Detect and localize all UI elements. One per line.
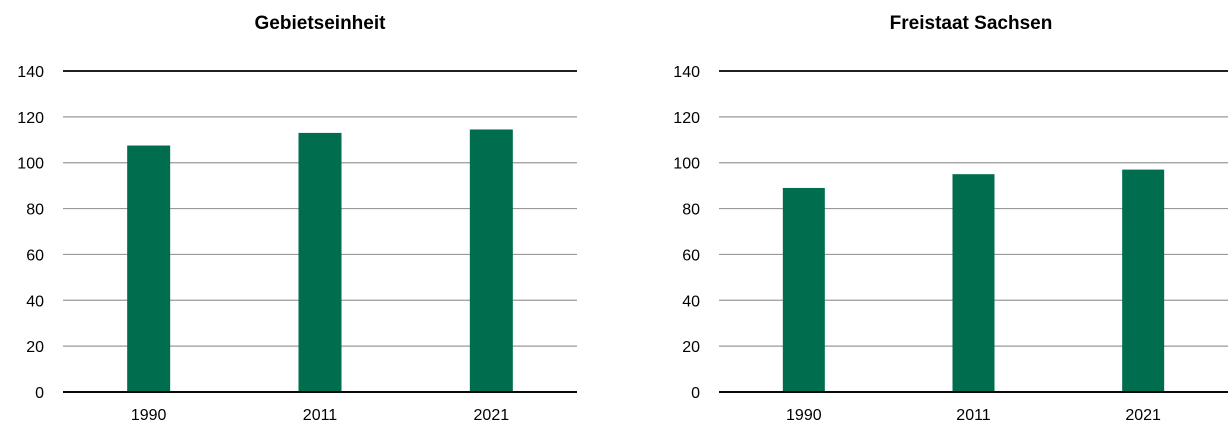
y-tick-label: 120 xyxy=(17,110,44,127)
bar-2011 xyxy=(298,132,342,392)
chart-right-plot: 0 20 40 60 80 100 120 140 1990 2011 2021 xyxy=(673,64,1228,424)
chart-title: Freistaat Sachsen xyxy=(889,13,1053,34)
chart-right: Freistaat Sachsen 0 20 40 60 80 100 120 140 1990… xyxy=(614,0,1228,426)
bar-2021 xyxy=(1122,169,1165,392)
chart-left: Gebietseinheit 0 20 40 60 80 100 120 140 1990 201… xyxy=(17,13,577,424)
x-tick-label: 2021 xyxy=(1125,407,1161,424)
bar-1990 xyxy=(782,187,825,392)
y-tick-label: 100 xyxy=(17,156,44,173)
x-tick-label: 1990 xyxy=(786,407,822,424)
y-tick-label: 60 xyxy=(682,247,700,264)
y-tick-label: 80 xyxy=(682,202,700,219)
x-tick-label: 1990 xyxy=(131,407,167,424)
bar-1990 xyxy=(127,145,171,392)
bar-2011 xyxy=(952,174,995,392)
y-tick-label: 80 xyxy=(26,202,44,219)
y-tick-label: 0 xyxy=(691,385,700,402)
y-tick-label: 120 xyxy=(673,110,700,127)
x-tick-label: 2011 xyxy=(956,407,991,424)
chart-title: Gebietseinheit xyxy=(254,13,386,34)
bar-2021 xyxy=(469,129,513,393)
x-tick-label: 2021 xyxy=(474,407,510,424)
x-tick-label: 2011 xyxy=(303,407,338,424)
y-tick-label: 60 xyxy=(26,247,44,264)
y-tick-label: 40 xyxy=(682,293,700,310)
y-tick-label: 20 xyxy=(682,339,700,356)
y-tick-label: 0 xyxy=(35,385,44,402)
y-tick-label: 100 xyxy=(673,156,700,173)
y-tick-label: 40 xyxy=(26,293,44,310)
y-tick-label: 20 xyxy=(26,339,44,356)
chart-left-plot: 0 20 40 60 80 100 120 140 1990 2011 2021 xyxy=(17,64,577,424)
y-tick-label: 140 xyxy=(673,64,700,81)
y-tick-label: 140 xyxy=(17,64,44,81)
